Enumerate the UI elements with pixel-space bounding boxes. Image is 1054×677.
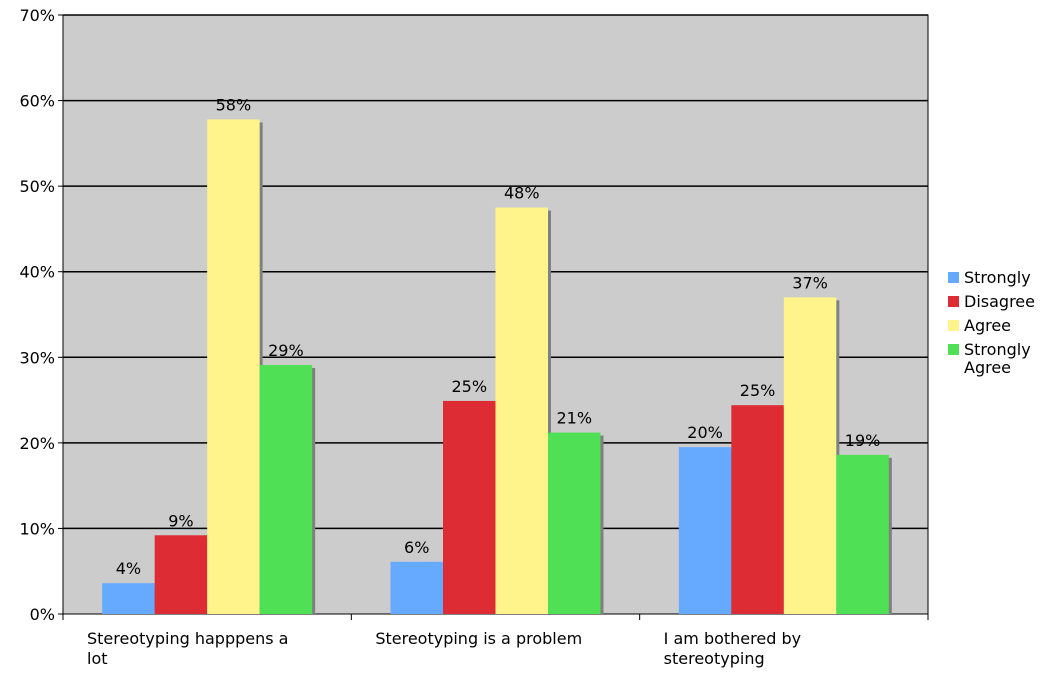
legend-label: Strongly Agree xyxy=(964,340,1031,377)
data-label: 9% xyxy=(168,511,193,530)
data-label: 21% xyxy=(556,409,592,428)
y-axis: 0% 10% 20% 30% 40% 50% 60% 70% xyxy=(19,6,64,624)
bar xyxy=(548,432,601,614)
bar xyxy=(495,207,548,615)
data-label: 29% xyxy=(268,341,304,360)
bar xyxy=(102,583,155,614)
bar xyxy=(783,297,837,614)
legend-label: Agree xyxy=(964,316,1011,335)
y-tick-label: 70% xyxy=(19,6,55,25)
data-label: 20% xyxy=(687,423,723,442)
data-label: 37% xyxy=(792,273,828,292)
data-label: 6% xyxy=(404,538,429,557)
y-tick-label: 60% xyxy=(19,92,55,111)
category-label: I am bothered by stereotyping xyxy=(664,629,801,668)
data-label: 4% xyxy=(116,559,141,578)
y-tick-label: 0% xyxy=(30,605,55,624)
legend-swatch xyxy=(948,320,959,331)
category-label: Stereotyping is a problem xyxy=(375,629,582,648)
data-label: 25% xyxy=(451,377,487,396)
bar xyxy=(443,400,496,614)
legend-swatch xyxy=(948,296,959,307)
bars xyxy=(102,119,892,615)
bar xyxy=(836,454,889,614)
data-labels: 4% 9% 58% 29% 6% 25% 48% 21% 20% 25% 37% 19% xyxy=(116,95,881,578)
bar xyxy=(207,119,260,614)
bar xyxy=(154,535,208,614)
category-label: Stereotyping happpens a lot xyxy=(87,629,288,668)
bar xyxy=(390,561,443,614)
y-tick-label: 20% xyxy=(19,434,55,453)
data-label: 58% xyxy=(216,95,252,114)
legend-label: Strongly xyxy=(964,268,1031,287)
y-tick-label: 50% xyxy=(19,177,55,196)
legend-swatch xyxy=(948,272,959,283)
legend-swatch xyxy=(948,344,959,355)
data-label: 19% xyxy=(845,431,881,450)
bar xyxy=(678,447,732,614)
bar xyxy=(259,364,313,614)
data-label: 48% xyxy=(504,184,540,203)
data-label: 25% xyxy=(740,381,776,400)
y-tick-label: 30% xyxy=(19,348,55,367)
bar xyxy=(731,405,784,614)
legend: Strongly Disagree Agree Strongly Agree xyxy=(948,268,1035,377)
legend-label: Disagree xyxy=(964,292,1035,311)
x-axis: Stereotyping happpens a lot Stereotyping i… xyxy=(62,613,929,668)
y-tick-label: 40% xyxy=(19,263,55,282)
y-tick-label: 10% xyxy=(19,519,55,538)
